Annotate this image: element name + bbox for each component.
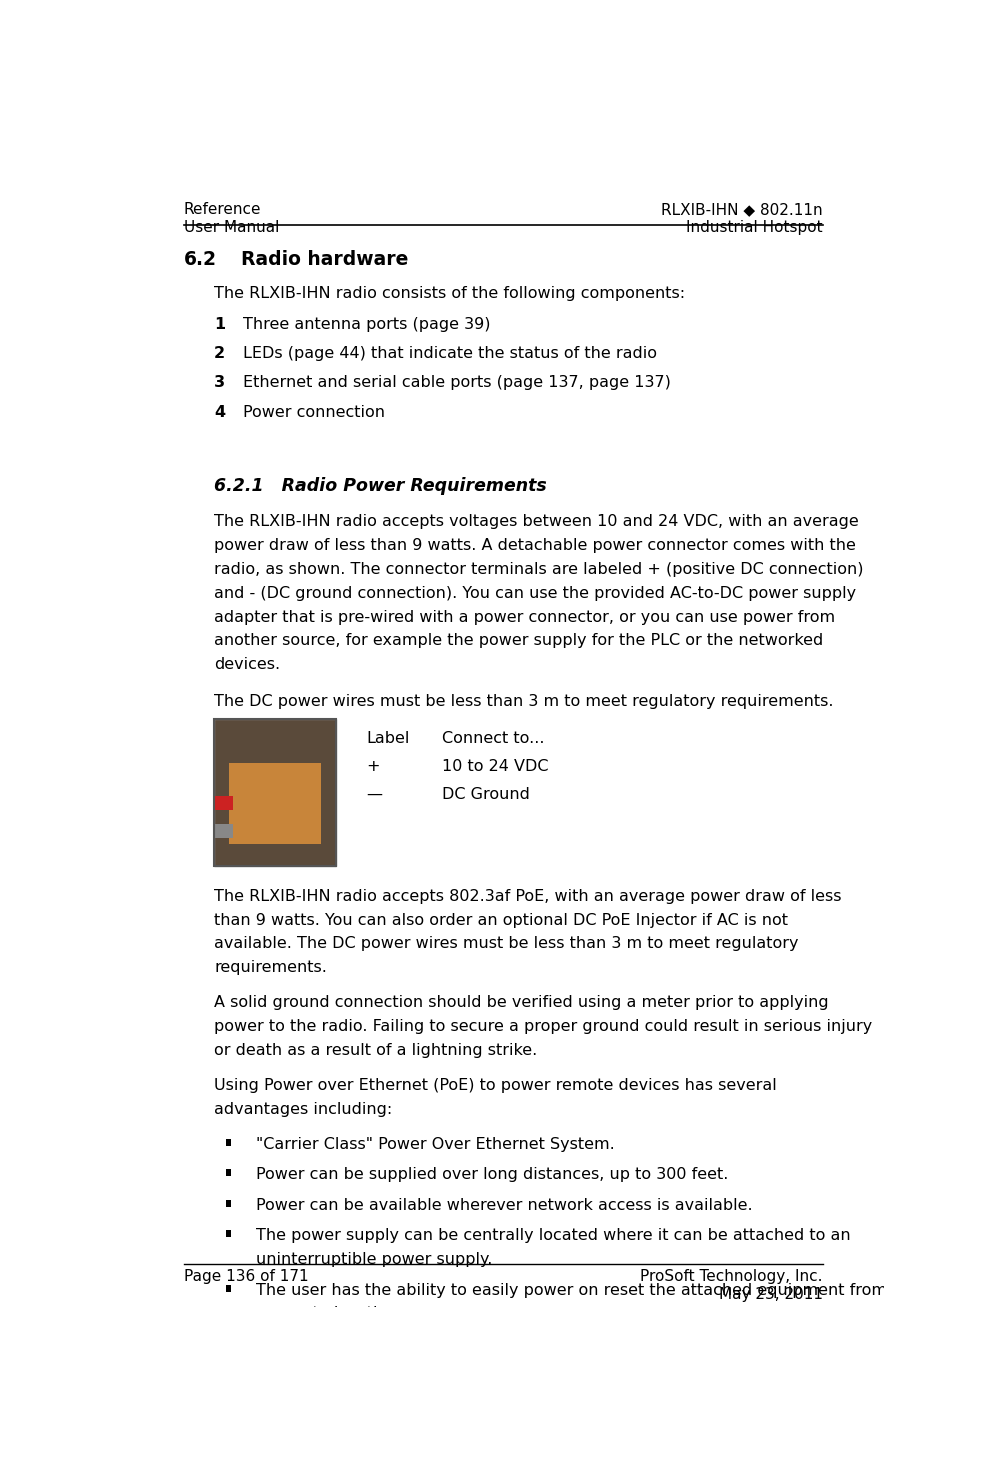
Text: RLXIB-IHN ◆ 802.11n: RLXIB-IHN ◆ 802.11n [661, 203, 823, 217]
Text: Connect to...: Connect to... [442, 730, 545, 746]
Text: May 23, 2011: May 23, 2011 [719, 1287, 823, 1302]
Text: Using Power over Ethernet (PoE) to power remote devices has several: Using Power over Ethernet (PoE) to power… [214, 1078, 777, 1093]
Text: be supplied over the CAT5 Ethernet cable.: be supplied over the CAT5 Ethernet cable… [256, 1360, 596, 1375]
Text: The RLXIB-IHN radio accepts voltages between 10 and 24 VDC, with an average: The RLXIB-IHN radio accepts voltages bet… [214, 514, 859, 529]
Text: power draw of less than 9 watts. A detachable power connector comes with the: power draw of less than 9 watts. A detac… [214, 538, 856, 554]
Text: losses.: losses. [256, 1415, 310, 1429]
Text: adapter that is pre-wired with a power connector, or you can use power from: adapter that is pre-wired with a power c… [214, 610, 836, 624]
Text: than 9 watts. You can also order an optional DC PoE Injector if AC is not: than 9 watts. You can also order an opti… [214, 912, 789, 927]
Text: Power can be available wherever network access is available.: Power can be available wherever network … [256, 1197, 752, 1213]
Text: ProSoft Technology, Inc.: ProSoft Technology, Inc. [640, 1269, 823, 1284]
Text: available. The DC power wires must be less than 3 m to meet regulatory: available. The DC power wires must be le… [214, 936, 798, 952]
Text: 6.2: 6.2 [184, 250, 217, 269]
Text: The DC power wires must be less than 3 m to meet regulatory requirements.: The DC power wires must be less than 3 m… [214, 695, 834, 710]
Text: +: + [366, 759, 380, 774]
Text: User Manual: User Manual [184, 220, 279, 235]
Text: uninterruptible power supply.: uninterruptible power supply. [256, 1252, 492, 1266]
Text: Radio hardware: Radio hardware [241, 250, 409, 269]
Text: Industrial Hotspot: Industrial Hotspot [686, 220, 823, 235]
Text: or death as a result of a lightning strike.: or death as a result of a lightning stri… [214, 1043, 537, 1058]
Text: a remote location.: a remote location. [256, 1306, 403, 1321]
Text: advantages including:: advantages including: [214, 1102, 393, 1116]
FancyBboxPatch shape [226, 1340, 231, 1346]
Text: and - (DC ground connection). You can use the provided AC-to-DC power supply: and - (DC ground connection). You can us… [214, 586, 856, 601]
Text: power to the radio. Failing to secure a proper ground could result in serious in: power to the radio. Failing to secure a … [214, 1019, 872, 1034]
Text: Label: Label [366, 730, 409, 746]
Text: There is no need to run additional power cabling to the device as power can: There is no need to run additional power… [256, 1337, 870, 1351]
Text: 6.2.1   Radio Power Requirements: 6.2.1 Radio Power Requirements [214, 477, 547, 495]
Text: Page 136 of 171: Page 136 of 171 [184, 1269, 308, 1284]
Text: Three antenna ports (page 39): Three antenna ports (page 39) [243, 316, 490, 332]
Text: "Carrier Class" Power Over Ethernet System.: "Carrier Class" Power Over Ethernet Syst… [256, 1137, 615, 1152]
Text: another source, for example the power supply for the PLC or the networked: another source, for example the power su… [214, 633, 823, 648]
Text: Power can be supplied over long distances, up to 300 feet.: Power can be supplied over long distance… [256, 1168, 729, 1183]
Text: Reference: Reference [184, 203, 261, 217]
Text: The RLXIB-IHN radio accepts 802.3af PoE, with an average power draw of less: The RLXIB-IHN radio accepts 802.3af PoE,… [214, 889, 842, 903]
FancyBboxPatch shape [226, 1200, 231, 1206]
Text: devices.: devices. [214, 657, 280, 671]
Text: requirements.: requirements. [214, 961, 327, 975]
Text: 3: 3 [214, 376, 225, 391]
Text: —: — [366, 787, 382, 802]
Text: 2: 2 [214, 347, 225, 361]
FancyBboxPatch shape [214, 720, 336, 867]
FancyBboxPatch shape [229, 762, 320, 843]
FancyBboxPatch shape [226, 1285, 231, 1291]
Text: LEDs (page 44) that indicate the status of the radio: LEDs (page 44) that indicate the status … [243, 347, 657, 361]
Text: The user has the ability to easily power on reset the attached equipment from: The user has the ability to easily power… [256, 1282, 887, 1297]
FancyBboxPatch shape [214, 796, 233, 809]
Text: 1: 1 [214, 316, 225, 332]
FancyBboxPatch shape [226, 1169, 231, 1177]
FancyBboxPatch shape [226, 1394, 231, 1400]
Text: Used for remote mounted radios to save on cost of coax and reduce RF: Used for remote mounted radios to save o… [256, 1391, 830, 1406]
Text: DC Ground: DC Ground [442, 787, 530, 802]
Text: A solid ground connection should be verified using a meter prior to applying: A solid ground connection should be veri… [214, 995, 829, 1011]
Text: Power connection: Power connection [243, 405, 385, 420]
FancyBboxPatch shape [226, 1138, 231, 1146]
Text: 4: 4 [214, 405, 225, 420]
Text: 10 to 24 VDC: 10 to 24 VDC [442, 759, 549, 774]
Text: The power supply can be centrally located where it can be attached to an: The power supply can be centrally locate… [256, 1228, 850, 1243]
Text: The RLXIB-IHN radio consists of the following components:: The RLXIB-IHN radio consists of the foll… [214, 286, 685, 301]
Text: Ethernet and serial cable ports (page 137, page 137): Ethernet and serial cable ports (page 13… [243, 376, 671, 391]
Text: radio, as shown. The connector terminals are labeled + (positive DC connection): radio, as shown. The connector terminals… [214, 563, 863, 577]
FancyBboxPatch shape [214, 824, 233, 837]
FancyBboxPatch shape [226, 1231, 231, 1237]
